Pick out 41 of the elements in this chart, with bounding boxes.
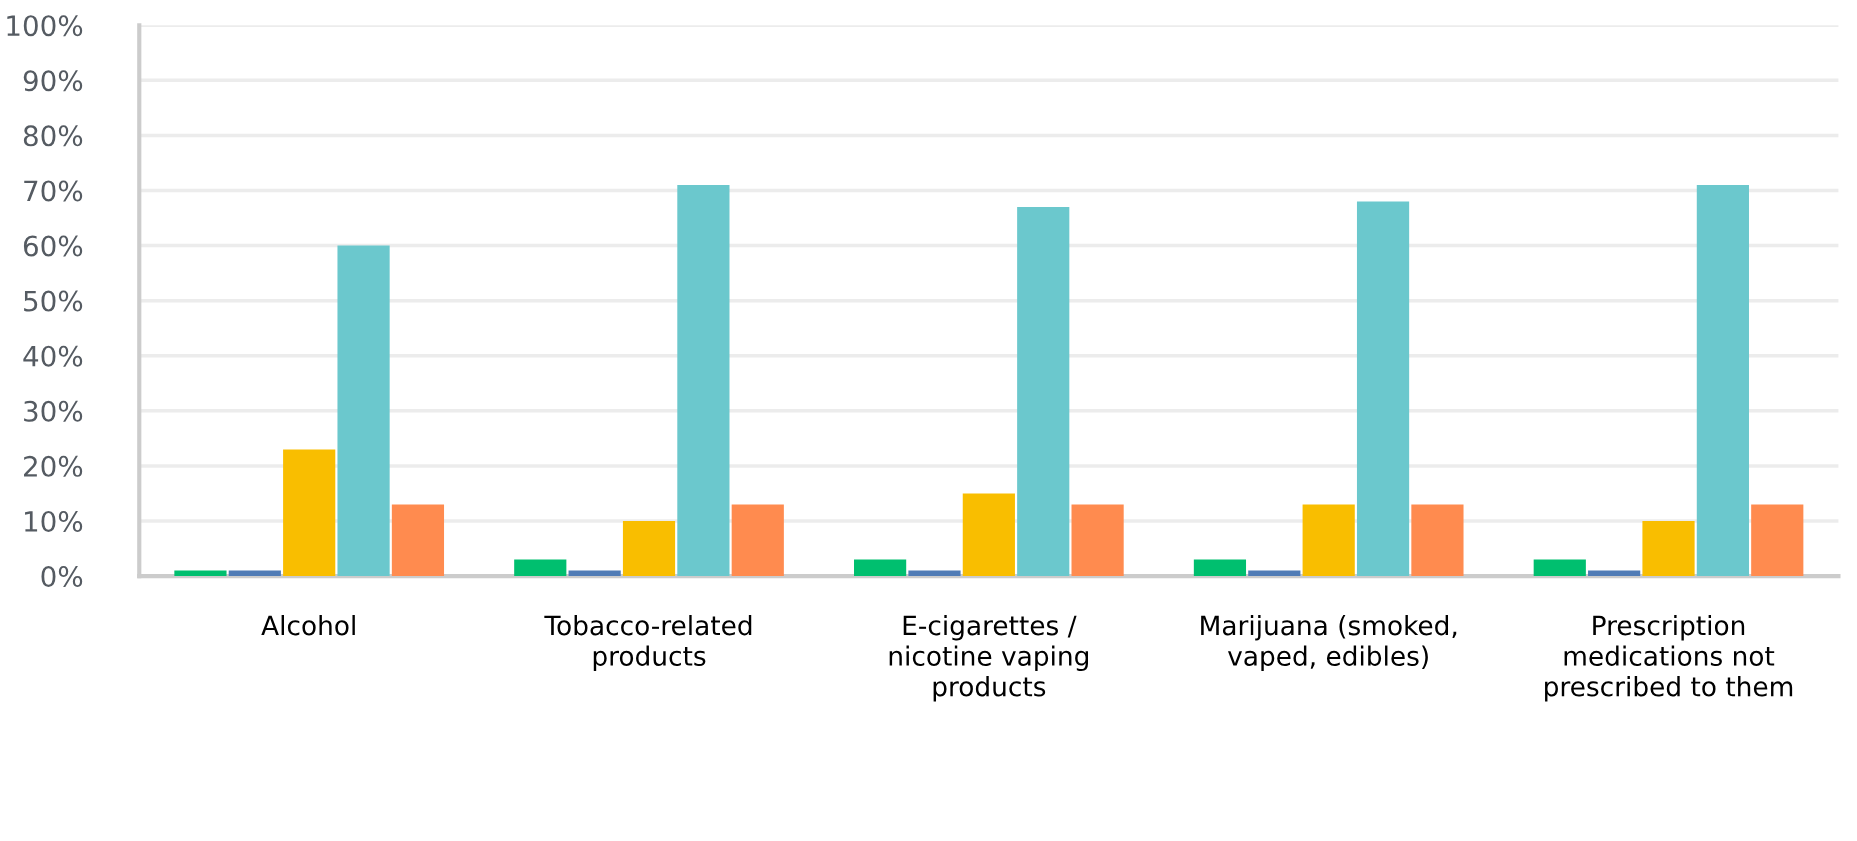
bar [1071, 504, 1124, 577]
y-tick-label: 60% [23, 235, 83, 257]
x-tick-label: Tobacco-related products [544, 614, 752, 672]
bar [228, 570, 281, 577]
bar [337, 245, 390, 577]
bar [1193, 559, 1247, 577]
bar [391, 504, 445, 577]
y-tick-label: 100% [7, 15, 83, 37]
bar [1356, 201, 1410, 577]
x-tick-label: E-cigarettes / nicotine vaping products [889, 614, 1088, 702]
bar [1533, 559, 1586, 577]
x-tick-label: Alcohol [261, 614, 355, 636]
y-tick-label: 90% [23, 70, 83, 92]
bar [622, 521, 676, 577]
bar [568, 570, 621, 577]
bar [1017, 207, 1070, 577]
x-tick-label: Marijuana (smoked, vaped, edibles) [1201, 614, 1457, 672]
y-tick-label: 20% [24, 455, 83, 477]
bar [1302, 504, 1355, 577]
bar [1751, 504, 1804, 577]
bar [677, 184, 730, 577]
bar [908, 570, 961, 577]
bar [1642, 521, 1695, 577]
bar [514, 559, 567, 577]
bar [962, 493, 1015, 577]
y-tick-label: 40% [23, 345, 83, 367]
bar [1696, 184, 1749, 577]
y-tick-label: 80% [23, 125, 83, 147]
x-tick-label: Prescription medications not prescribed to them [1545, 614, 1793, 702]
bar [174, 570, 227, 577]
bar [731, 504, 784, 577]
bar [854, 559, 907, 577]
bar [1411, 504, 1464, 577]
y-tick-label: 10% [25, 510, 83, 532]
bar [1248, 570, 1301, 577]
y-tick-label: 0% [41, 566, 83, 588]
y-tick-label: 70% [24, 180, 83, 202]
y-tick-label: 50% [24, 290, 83, 312]
bar [283, 449, 336, 577]
bar [1588, 570, 1641, 577]
y-tick-label: 30% [24, 400, 83, 422]
